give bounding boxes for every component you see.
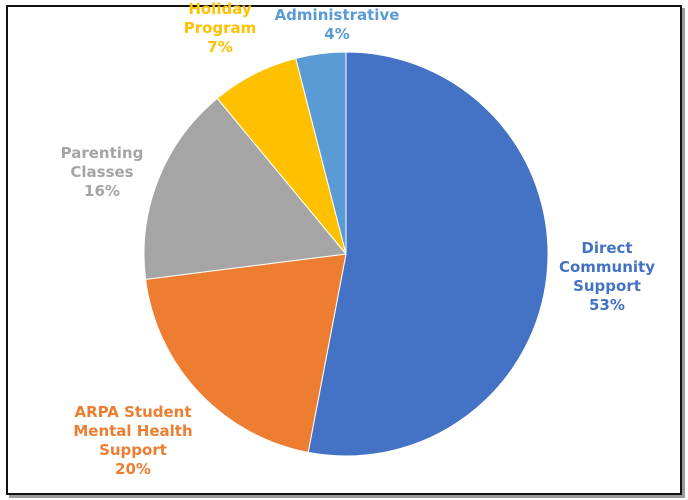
pie-slice-arpa-student-mental-health-support xyxy=(145,253,347,454)
slice-label-direct-community-support: Direct Community Support 53% xyxy=(559,239,655,314)
slice-label-administrative: Administrative 4% xyxy=(275,6,400,43)
slice-label-arpa-student-mental-health-support: ARPA Student Mental Health Support 20% xyxy=(73,403,192,478)
pie-slice-direct-community-support xyxy=(307,51,549,457)
slice-label-parenting-classes: Parenting Classes 16% xyxy=(61,144,144,200)
slice-label-holiday-program: Holiday Program 7% xyxy=(184,0,257,56)
pie-slice-parenting-classes xyxy=(143,97,347,280)
pie-slice-administrative xyxy=(295,51,347,255)
